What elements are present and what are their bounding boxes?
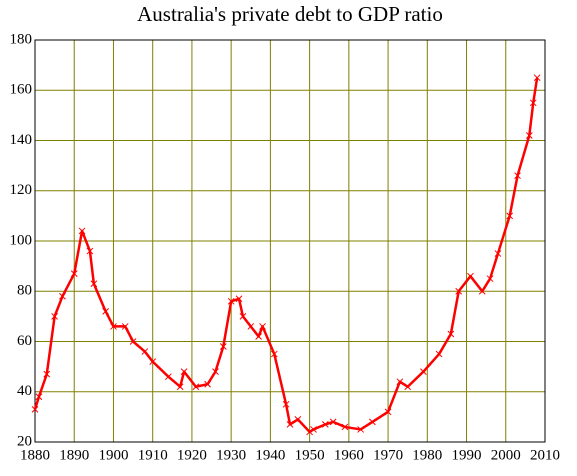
data-marker xyxy=(149,358,157,365)
data-marker xyxy=(247,323,255,330)
data-marker xyxy=(321,421,329,428)
data-marker xyxy=(341,423,349,431)
data-marker xyxy=(420,368,427,376)
data-marker xyxy=(212,368,219,376)
y-tick-label: 180 xyxy=(10,31,33,47)
data-marker xyxy=(176,383,184,391)
data-marker xyxy=(239,313,247,320)
data-marker xyxy=(455,287,463,295)
data-marker xyxy=(255,333,262,340)
data-marker xyxy=(227,297,235,305)
data-marker xyxy=(59,292,66,300)
x-tick-label: 1970 xyxy=(373,447,403,463)
data-marker xyxy=(180,368,188,376)
data-marker xyxy=(306,428,313,436)
x-tick-label: 1960 xyxy=(334,447,364,463)
plot-frame xyxy=(34,39,546,443)
x-tick-label: 1930 xyxy=(216,447,246,463)
data-line xyxy=(33,77,539,434)
y-tick-label: 160 xyxy=(10,82,33,98)
data-marker xyxy=(43,370,51,378)
x-tick-label: 1940 xyxy=(255,447,285,463)
data-marker xyxy=(310,426,317,433)
data-marker xyxy=(384,408,392,416)
y-tick-label: 100 xyxy=(10,232,33,248)
data-marker xyxy=(90,280,98,288)
x-tick-label: 2000 xyxy=(491,447,521,463)
data-marker xyxy=(235,295,243,303)
data-marker xyxy=(259,323,266,330)
data-marker xyxy=(396,378,404,386)
x-tick-label: 1890 xyxy=(59,447,89,463)
data-marker xyxy=(478,287,486,295)
data-marker xyxy=(270,350,278,358)
data-marker xyxy=(35,393,43,401)
x-tick-label: 1880 xyxy=(20,447,50,463)
x-tick-label: 1910 xyxy=(138,447,168,463)
data-marker xyxy=(31,405,39,413)
y-tick-label: 80 xyxy=(17,283,32,299)
data-marker xyxy=(486,275,494,283)
y-tick-label: 40 xyxy=(17,383,32,399)
x-tick-label: 1900 xyxy=(98,447,128,463)
y-tick-label: 20 xyxy=(17,433,32,449)
y-tick-label: 120 xyxy=(10,182,33,198)
data-marker xyxy=(86,247,94,255)
y-tick-label: 140 xyxy=(10,132,33,148)
data-marker xyxy=(329,418,337,426)
data-marker xyxy=(192,383,200,391)
x-tick-label: 1950 xyxy=(295,447,325,463)
data-marker xyxy=(294,416,302,423)
data-marker xyxy=(282,400,290,408)
data-marker xyxy=(141,348,149,355)
data-marker xyxy=(78,227,86,235)
data-marker xyxy=(506,212,514,220)
data-marker xyxy=(529,99,537,107)
data-marker xyxy=(129,338,137,345)
data-marker xyxy=(286,421,294,428)
data-marker xyxy=(494,250,502,257)
data-marker xyxy=(110,323,117,330)
x-tick-label: 1920 xyxy=(177,447,207,463)
data-marker xyxy=(369,418,376,426)
x-tick-label: 2010 xyxy=(530,447,560,463)
y-tick-label: 60 xyxy=(17,333,32,349)
data-marker xyxy=(204,380,211,388)
x-tick-label: 1990 xyxy=(452,447,482,463)
data-marker xyxy=(70,270,78,278)
data-marker xyxy=(51,313,58,320)
chart-title: Australia's private debt to GDP ratio xyxy=(137,2,443,26)
data-marker xyxy=(435,350,443,358)
data-marker xyxy=(467,272,474,280)
data-marker xyxy=(447,330,455,338)
data-marker xyxy=(514,172,521,180)
data-marker xyxy=(219,343,227,350)
data-marker xyxy=(121,323,129,330)
data-marker xyxy=(404,383,412,391)
data-marker xyxy=(533,74,541,82)
x-tick-label: 1980 xyxy=(412,447,442,463)
data-marker xyxy=(525,132,533,139)
data-marker xyxy=(357,426,364,433)
data-marker xyxy=(165,373,172,381)
data-marker xyxy=(102,307,109,315)
